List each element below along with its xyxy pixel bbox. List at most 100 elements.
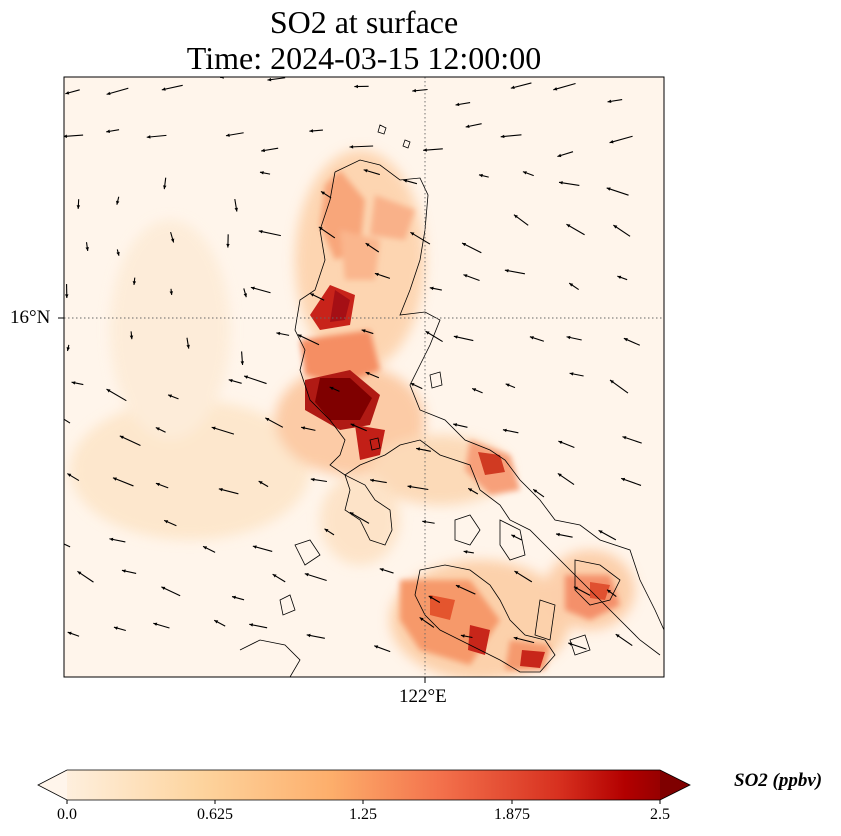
wind-arrow-head (146, 135, 151, 139)
wind-arrow-head (109, 537, 114, 542)
wind-arrow-head (71, 381, 76, 385)
wind-arrow-head (161, 586, 166, 590)
wind-arrow-head (354, 84, 358, 89)
wind-arrow-head (569, 372, 574, 376)
wind-arrow-head (513, 214, 518, 219)
wind-arrow-head (422, 520, 427, 524)
longitude-label: 122°E (399, 686, 447, 707)
wind-arrow-head (211, 426, 216, 430)
wind-arrow-head (613, 225, 618, 229)
wind-arrow-head (186, 344, 190, 349)
wind-arrow-head (324, 528, 329, 533)
wind-arrow-head (403, 179, 408, 183)
wind-arrow-head (113, 626, 118, 630)
wind-arrow-head (350, 423, 355, 427)
wind-arrow-head (214, 620, 219, 624)
wind-arrow-head (607, 589, 611, 594)
wind-arrow-shaft (106, 87, 129, 95)
wind-arrow-head (455, 102, 460, 107)
wind-arrow-head (510, 85, 515, 90)
wind-arrow-head (557, 153, 562, 158)
wind-arrow-head (623, 338, 628, 342)
wind-arrow-head (304, 573, 309, 577)
wind-arrow-head (412, 88, 417, 93)
wind-arrow-shaft (609, 379, 629, 394)
map-frame (63, 76, 665, 678)
wind-arrow-head (533, 489, 538, 493)
wind-arrow-head (119, 435, 124, 440)
colorbar-units-label: SO2 (ppbv) (734, 770, 823, 791)
colorbar-tick-label: 1.25 (349, 806, 377, 823)
wind-arrow-head (374, 272, 379, 277)
wind-arrow-head (557, 473, 562, 477)
wind-arrow-head (463, 550, 468, 554)
wind-arrow-shaft (609, 135, 633, 144)
wind-arrow-head (502, 428, 507, 433)
wind-arrow-head (116, 251, 120, 256)
wind-arrow-head (267, 77, 272, 82)
wind-arrow-head (85, 247, 89, 251)
wind-arrow-head (121, 569, 126, 573)
colorbar-max-extend (660, 770, 690, 800)
wind-arrow-shaft (606, 187, 629, 196)
colorbar-tick-label: 1.875 (494, 806, 530, 823)
wind-arrow-head (529, 336, 534, 340)
wind-arrow-head (252, 545, 257, 549)
wind-arrow-head (309, 129, 314, 133)
wind-arrow-head (225, 133, 230, 137)
wind-arrow-head (453, 423, 458, 427)
colorbar-tick-label: 0.625 (197, 806, 233, 823)
wind-arrow-head (425, 331, 430, 335)
wind-arrow-head (460, 634, 465, 638)
wind-arrow-head (513, 636, 518, 641)
wind-arrow-head (419, 617, 424, 621)
latitude-label: 16°N (10, 307, 51, 328)
wind-arrow-head (259, 171, 264, 175)
wind-vector-field (64, 73, 642, 653)
wind-arrow-head (66, 347, 70, 351)
wind-arrow-head (64, 134, 68, 138)
wind-arrow-shaft (258, 230, 281, 237)
wind-arrow-head (115, 200, 120, 205)
wind-arrow-head (250, 286, 255, 290)
wind-arrow-head (310, 477, 315, 482)
wind-arrow-head (276, 331, 281, 336)
map-title-line1: SO2 at surface (269, 4, 459, 40)
wind-arrow-head (297, 73, 301, 76)
wind-arrow-head (610, 380, 614, 384)
wind-arrow-head (106, 91, 111, 96)
wind-arrow-shaft (119, 435, 141, 447)
wind-arrow-head (462, 242, 467, 247)
wind-arrow-head (556, 532, 560, 537)
wind-arrow-head (606, 187, 611, 191)
wind-arrow-head (379, 568, 384, 572)
wind-arrow-head (365, 371, 370, 376)
wind-arrow-head (163, 185, 167, 190)
wind-arrow-head (320, 191, 325, 195)
wind-arrow-head (155, 482, 160, 487)
wind-arrow-head (65, 294, 69, 298)
colorbar-tick-label: 2.5 (650, 806, 670, 823)
wind-arrow-head (265, 417, 270, 422)
wind-arrow-head (504, 269, 509, 273)
wind-arrow-head (455, 585, 460, 589)
colorbar-min-extend (38, 770, 67, 800)
wind-arrow-shaft (211, 426, 235, 435)
wind-arrow-head (164, 520, 169, 524)
wind-arrow-shaft (64, 418, 71, 424)
wind-arrow-head (568, 642, 573, 646)
wind-arrow-head (410, 232, 415, 236)
colorbar-tick-label: 0.0 (57, 806, 77, 823)
wind-arrow-shaft (553, 82, 576, 91)
wind-arrow-head (258, 481, 263, 485)
wind-arrow-head (365, 243, 370, 247)
wind-arrow-head (329, 386, 334, 391)
wind-arrow-head (67, 631, 72, 636)
wind-arrow-head (106, 129, 111, 133)
wind-arrow-head (243, 293, 247, 298)
wind-arrow-head (106, 389, 111, 393)
wind-arrow-head (453, 335, 458, 339)
wind-arrow-shaft (64, 543, 71, 548)
wind-arrow-head (463, 274, 468, 278)
wind-arrow-head (522, 171, 527, 175)
